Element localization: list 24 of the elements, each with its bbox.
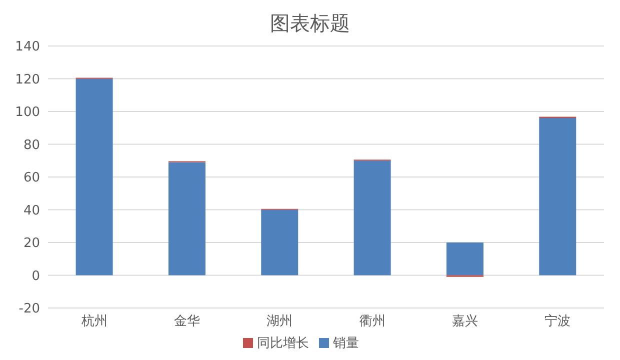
- x-tick-label: 嘉兴: [452, 314, 478, 330]
- bar: [168, 162, 206, 276]
- y-tick-label: 20: [23, 236, 40, 252]
- y-tick-label: 140: [15, 40, 40, 55]
- bar: [76, 78, 113, 276]
- bar: [354, 160, 391, 276]
- x-tick-label: 宁波: [544, 313, 571, 330]
- x-tick-label: 金华: [174, 314, 200, 330]
- x-tick-label: 湖州: [266, 314, 293, 330]
- bar: [446, 242, 484, 276]
- chart-title: 图表标题: [269, 10, 351, 37]
- y-tick-label: 100: [15, 105, 40, 120]
- legend-label: 同比增长: [257, 336, 309, 351]
- y-tick-label: 40: [23, 203, 40, 218]
- x-tick-label: 衢州: [359, 314, 386, 330]
- x-tick-label: 杭州: [80, 314, 108, 330]
- y-tick-label: 120: [15, 72, 40, 88]
- legend-label: 销量: [333, 336, 359, 351]
- bar: [539, 118, 576, 276]
- y-tick-label: 80: [23, 138, 40, 153]
- y-tick-label: 0: [32, 268, 40, 284]
- y-tick-label: 60: [23, 170, 40, 186]
- y-tick-label: -20: [18, 302, 40, 317]
- bar: [261, 210, 298, 276]
